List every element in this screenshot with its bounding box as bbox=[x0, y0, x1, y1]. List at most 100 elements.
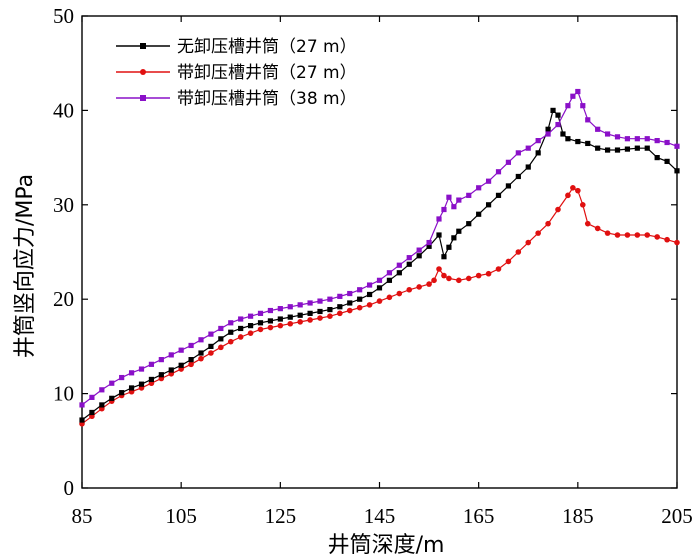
data-point bbox=[208, 350, 214, 356]
data-point bbox=[128, 370, 135, 376]
data-point bbox=[555, 121, 561, 128]
data-point bbox=[560, 131, 566, 137]
data-point bbox=[138, 366, 145, 372]
data-point bbox=[208, 331, 214, 337]
y-tick-label: 30 bbox=[53, 193, 74, 217]
data-point bbox=[644, 145, 650, 151]
data-point bbox=[555, 112, 561, 118]
data-point bbox=[277, 306, 283, 312]
x-tick-label: 125 bbox=[265, 504, 297, 528]
x-tick-label: 145 bbox=[364, 504, 396, 528]
data-point bbox=[446, 275, 452, 282]
data-point bbox=[446, 244, 452, 250]
data-point bbox=[188, 361, 194, 368]
data-point bbox=[476, 185, 482, 191]
data-point bbox=[406, 261, 412, 267]
data-point bbox=[634, 145, 640, 151]
data-point bbox=[426, 281, 432, 287]
data-point bbox=[238, 325, 244, 332]
data-point bbox=[545, 131, 551, 137]
data-point bbox=[109, 380, 115, 386]
data-point bbox=[485, 270, 492, 277]
data-point bbox=[604, 147, 611, 153]
data-point bbox=[525, 239, 532, 246]
data-point bbox=[466, 221, 472, 227]
data-point bbox=[579, 202, 586, 208]
data-point bbox=[227, 338, 234, 345]
data-point bbox=[441, 206, 447, 213]
data-point bbox=[426, 239, 432, 246]
axis-ticks: 85 105 125 145 165 185 205 0 10 20 30 40 50 bbox=[53, 4, 693, 528]
data-point bbox=[287, 304, 293, 310]
data-point bbox=[535, 150, 541, 156]
data-point bbox=[456, 228, 462, 234]
data-point bbox=[495, 266, 502, 272]
x-tick-label: 165 bbox=[463, 504, 495, 528]
data-point bbox=[168, 367, 174, 373]
data-point bbox=[644, 136, 650, 142]
data-point bbox=[624, 146, 631, 152]
data-point bbox=[654, 155, 660, 161]
data-point bbox=[614, 147, 621, 153]
plot-frame bbox=[81, 15, 678, 489]
data-point bbox=[466, 192, 472, 198]
data-point bbox=[337, 310, 343, 317]
data-point bbox=[148, 376, 155, 383]
data-point bbox=[128, 385, 135, 391]
data-point bbox=[525, 145, 531, 151]
data-point bbox=[416, 247, 422, 253]
data-point bbox=[555, 206, 561, 213]
data-point bbox=[337, 293, 343, 299]
data-point bbox=[570, 93, 576, 99]
data-point bbox=[218, 344, 224, 351]
data-point bbox=[297, 302, 303, 308]
data-point bbox=[550, 107, 556, 113]
series-line bbox=[81, 90, 678, 406]
data-point bbox=[297, 319, 303, 325]
data-point bbox=[386, 270, 393, 276]
data-point bbox=[238, 316, 244, 322]
data-point bbox=[614, 232, 621, 238]
data-point bbox=[257, 320, 264, 326]
data-point bbox=[485, 202, 492, 208]
data-point bbox=[237, 334, 244, 340]
data-point bbox=[287, 314, 293, 320]
data-point bbox=[456, 197, 462, 203]
data-point bbox=[475, 272, 482, 279]
data-point bbox=[495, 169, 502, 175]
data-point bbox=[515, 173, 521, 180]
data-point bbox=[148, 361, 155, 367]
data-point bbox=[79, 417, 85, 423]
data-point bbox=[604, 131, 611, 137]
data-point bbox=[505, 183, 512, 189]
data-point bbox=[317, 298, 323, 304]
data-point bbox=[99, 387, 105, 393]
data-point bbox=[366, 302, 373, 308]
data-point bbox=[277, 316, 283, 322]
data-point bbox=[634, 232, 641, 238]
data-point bbox=[664, 139, 670, 146]
data-point bbox=[664, 158, 670, 164]
data-point bbox=[604, 230, 611, 236]
y-tick-label: 10 bbox=[53, 382, 74, 406]
data-point bbox=[257, 326, 264, 333]
data-point bbox=[257, 310, 264, 316]
data-point bbox=[396, 270, 402, 276]
data-point bbox=[495, 192, 502, 198]
data-point bbox=[436, 216, 442, 222]
legend-marker bbox=[140, 43, 146, 49]
data-point bbox=[307, 317, 313, 323]
data-point bbox=[441, 272, 447, 279]
data-point bbox=[654, 234, 660, 240]
legend-label: 带卸压槽井筒（38 m） bbox=[177, 89, 357, 109]
data-point bbox=[436, 266, 442, 272]
data-point bbox=[485, 178, 492, 184]
data-point bbox=[406, 286, 413, 293]
y-tick-label: 50 bbox=[53, 4, 74, 28]
x-axis-title: 井筒深度/m bbox=[328, 533, 445, 558]
data-point bbox=[178, 347, 184, 353]
data-point bbox=[451, 235, 457, 241]
data-point bbox=[307, 300, 313, 306]
data-point bbox=[644, 232, 651, 238]
data-point bbox=[674, 168, 680, 174]
